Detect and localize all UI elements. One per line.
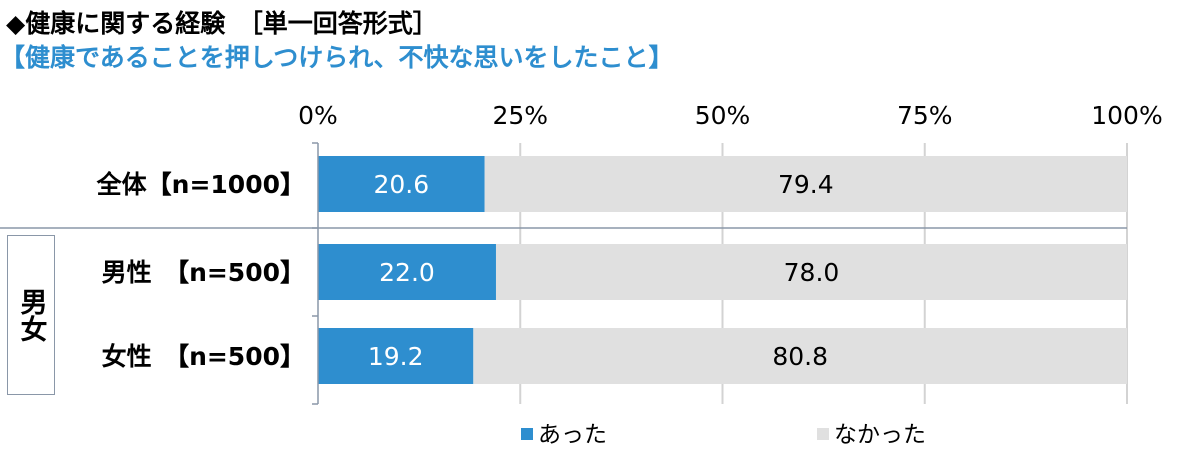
bar-segment xyxy=(495,244,1128,300)
legend-swatch xyxy=(521,428,533,440)
gender-group-box: 男女 xyxy=(7,235,55,395)
x-tick-label: 0% xyxy=(298,101,338,130)
data-label: 22.0 xyxy=(379,258,435,287)
category-label: 全体【n=1000】 xyxy=(96,170,305,199)
gender-group-label: 男女 xyxy=(15,288,47,342)
page-title: ◆健康に関する経験 ［単一回答形式］ xyxy=(6,9,438,38)
legend-swatch xyxy=(817,428,829,440)
data-label: 79.4 xyxy=(778,170,834,199)
data-label: 20.6 xyxy=(373,170,429,199)
x-tick-label: 75% xyxy=(897,101,953,130)
category-label: 女性 【n=500】 xyxy=(102,342,305,371)
bar-segment xyxy=(484,156,1127,212)
chart-subtitle: 【健康であることを押しつけられ、不快な思いをしたこと】 xyxy=(0,43,674,72)
data-label: 19.2 xyxy=(368,342,424,371)
bar-segment xyxy=(318,244,496,300)
x-tick-label: 100% xyxy=(1091,101,1162,130)
bar-segment xyxy=(318,328,474,384)
x-tick-label: 25% xyxy=(492,101,548,130)
category-label: 男性 【n=500】 xyxy=(102,258,305,287)
legend-label: なかった xyxy=(834,422,926,448)
bar-segment xyxy=(473,328,1127,384)
x-tick-label: 50% xyxy=(695,101,751,130)
legend-label: あった xyxy=(538,422,607,448)
bar-segment xyxy=(318,156,485,212)
data-label: 78.0 xyxy=(784,258,840,287)
data-label: 80.8 xyxy=(772,342,828,371)
